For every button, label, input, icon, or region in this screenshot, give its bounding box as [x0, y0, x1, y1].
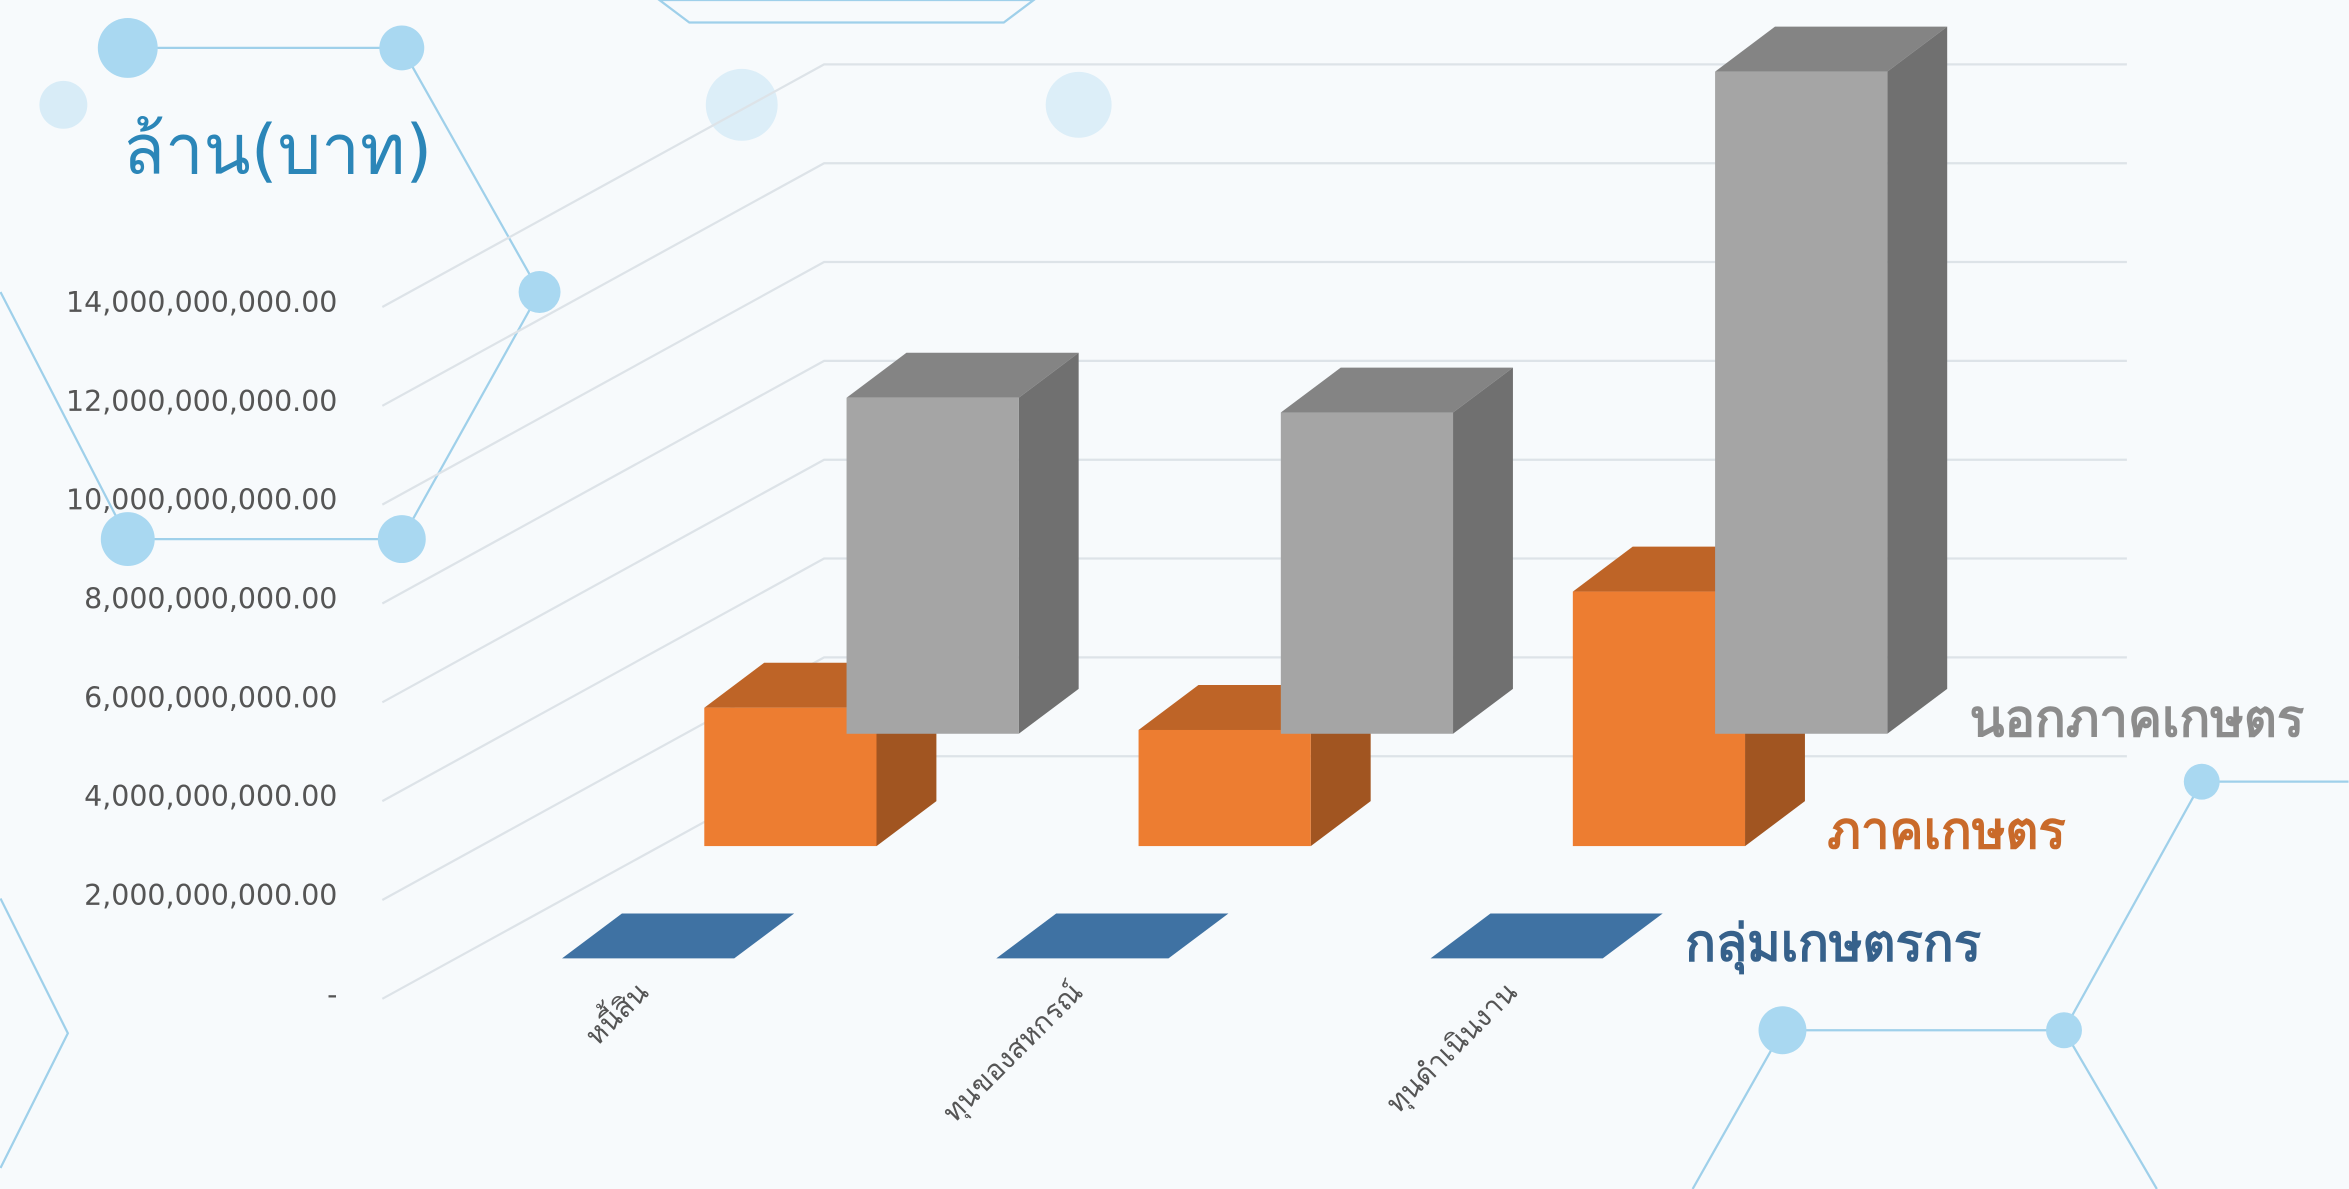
dot [39, 80, 88, 129]
bar [562, 913, 795, 959]
y-tick-label: 8,000,000,000.00 [84, 582, 337, 615]
deco-line [2063, 781, 2203, 1031]
legend-label: กลุ่มเกษตรกร [1685, 914, 1981, 974]
grid-line [381, 458, 2127, 704]
grid-line [381, 359, 2127, 605]
legend-label: นอกภาคเกษตร [1970, 690, 2305, 749]
bar [996, 913, 1229, 959]
y-tick-label: 6,000,000,000.00 [84, 681, 337, 714]
dot [97, 17, 158, 78]
grid-line [381, 162, 2127, 407]
y-tick-label: 2,000,000,000.00 [84, 879, 337, 912]
deco-line [0, 897, 70, 1169]
dot [1758, 1006, 1807, 1055]
y-tick-label: 4,000,000,000.00 [84, 780, 337, 813]
dot [377, 515, 426, 564]
y-tick-label: - [327, 978, 337, 1011]
dot [100, 512, 155, 567]
bar-side [1453, 367, 1513, 734]
grid-line [381, 260, 2127, 506]
y-tick-label: 14,000,000,000.00 [66, 286, 337, 319]
bar-top [1280, 367, 1513, 413]
y-tick-label: 12,000,000,000.00 [66, 385, 337, 418]
legend-label: ภาคเกษตร [1827, 802, 2065, 861]
hexagon [657, 0, 1036, 24]
hexagon [1691, 1029, 2158, 1189]
hexagon [0, 46, 541, 541]
dot [705, 68, 778, 141]
bar [1430, 913, 1663, 959]
bar-top [1715, 26, 1948, 72]
bar-side [1887, 26, 1948, 734]
y-axis-label: ล้าน(บาท) [123, 110, 433, 190]
dot [2046, 1012, 2082, 1049]
grid-line [381, 63, 2127, 308]
bar-top [846, 352, 1079, 398]
bar-side [1018, 352, 1079, 734]
y-tick-label: 10,000,000,000.00 [66, 484, 337, 517]
bar [846, 397, 1019, 734]
dot [518, 271, 561, 313]
dot [379, 25, 425, 71]
dot [1045, 71, 1112, 138]
bar [1138, 729, 1311, 847]
bar [1280, 412, 1454, 734]
dot [2183, 763, 2220, 800]
bar [1715, 71, 1888, 734]
